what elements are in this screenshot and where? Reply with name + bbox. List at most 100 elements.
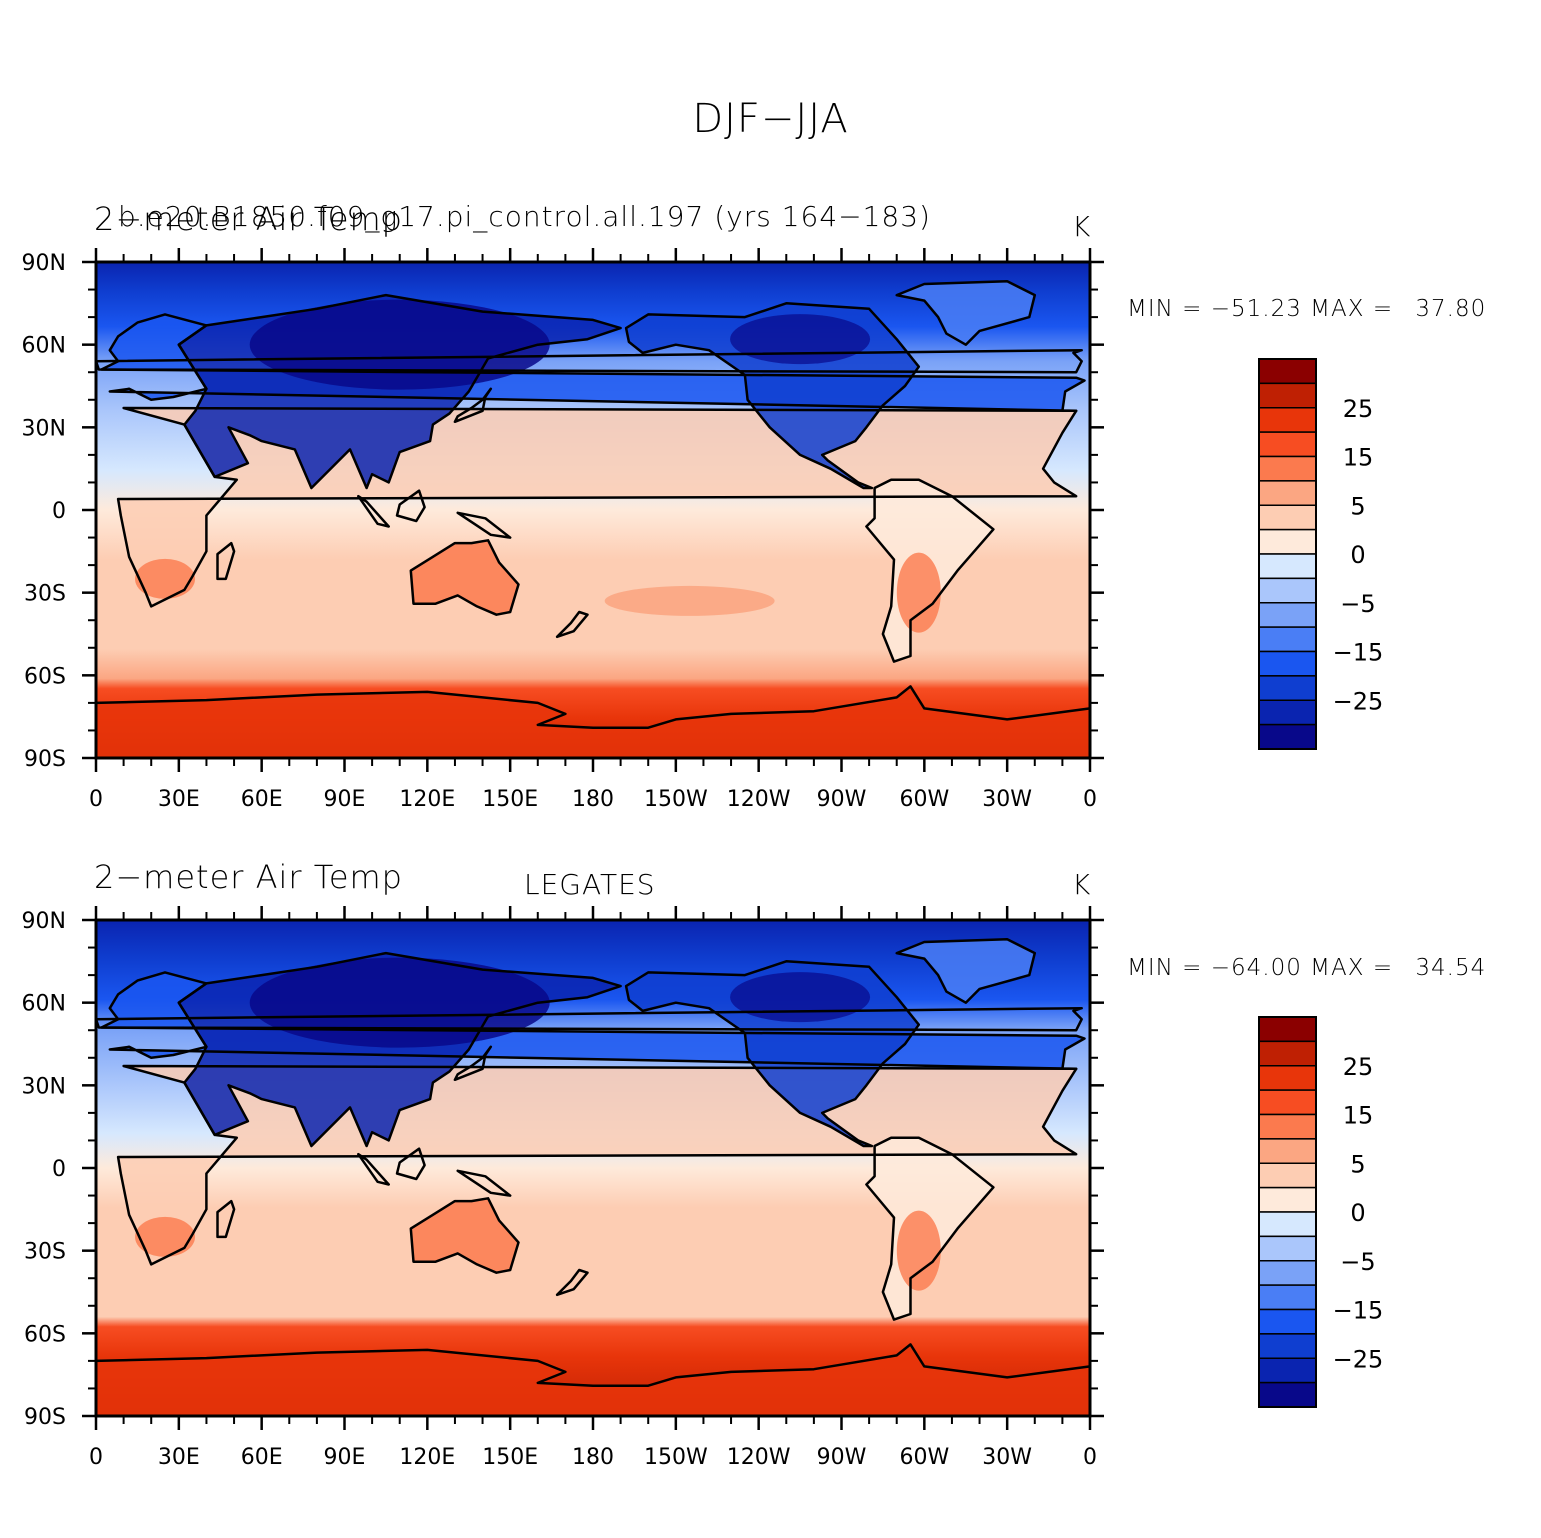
lat-tick-label: 0 [52,499,66,524]
lon-tick-label: 30W [982,1445,1032,1470]
cold-core-siberia [249,957,550,1048]
panel2-min-value: −64.00 [1210,955,1302,981]
colorbar-box [1258,1284,1317,1311]
panel2-min-label: MIN = [1127,955,1203,981]
panel2-left-title: 2−meter Air Temp [94,858,403,896]
colorbar-label: 0 [1350,541,1365,569]
coastline-madagascar [216,1199,236,1239]
colorbar-label: −5 [1340,590,1375,618]
lat-tick-label: 90N [22,909,66,934]
colorbar-label: −25 [1333,1345,1384,1373]
lon-tick-label: 0 [89,787,103,812]
coastline-sumatra [357,1152,390,1186]
lon-tick-label: 30E [158,1445,200,1470]
lon-tick-label: 150E [482,1445,538,1470]
colorbar-box [1258,1162,1317,1189]
colorbar-label: −25 [1333,687,1384,715]
colorbar-box [1258,675,1317,701]
panel1-left-title: 2−meter Air Temp [94,200,403,238]
coastline-newzealand [555,610,589,639]
lat-tick-label: 60S [24,1322,66,1347]
colorbar-box [1258,1016,1317,1043]
panel1-center-title: b.e20.B1850.f09_g17.pi_control.all.197 (… [118,200,931,233]
coastline-sumatra [357,494,390,528]
coastline-madagascar [216,541,236,581]
colorbar-box [1258,480,1317,506]
coastline-australia [409,539,520,616]
lon-tick-label: 30W [982,787,1032,812]
colorbar-box [1258,1211,1317,1238]
land-fill-greenland [896,939,1035,1003]
panel1-minmax: MIN = −51.23 MAX = 37.80 [1127,296,1486,322]
lat-tick-label: 60S [24,664,66,689]
colorbar-box [1258,650,1317,677]
lat-tick-label: 30N [22,1074,66,1099]
lat-tick-label: 0 [52,1157,66,1182]
colorbar-box [1258,528,1317,555]
colorbar-box [1258,1138,1317,1164]
panel2-max-value: 34.54 [1415,955,1487,981]
lon-tick-label: 150E [482,787,538,812]
colorbar-box [1258,504,1317,531]
colorbar-box [1258,1357,1317,1384]
lon-tick-label: 0 [89,1445,103,1470]
colorbar-box [1258,455,1317,482]
colorbar-box [1258,1333,1317,1359]
coastline-newzealand [555,1268,589,1297]
coastline-antarctica [94,685,1092,760]
colorbar-label: 25 [1343,395,1374,423]
colorbar-box [1258,1308,1317,1335]
lon-tick-label: 90E [324,787,366,812]
panel1-max-label: MAX = [1310,296,1394,322]
warm-core-samerica [896,552,941,633]
lat-tick-label: 90N [22,251,66,276]
colorbar-box [1258,1186,1317,1213]
colorbar-label: −5 [1340,1248,1375,1276]
warm-patch-pacific [604,585,775,616]
lon-tick-label: 120E [399,787,455,812]
coastline-antarctica [94,1343,1092,1418]
coastline-africa [116,406,1078,608]
lat-tick-label: 90S [24,1405,66,1430]
colorbar-box [1258,1065,1317,1091]
colorbar-frame [1258,1016,1317,1408]
colorbar-label: 5 [1350,492,1365,520]
panel2-map: 0 30E 60E 90E 120E 150E 180 150W 120W 90W 60W 30W 09… [22,906,1384,1470]
lon-tick-label: 180 [572,787,614,812]
lon-tick-label: 90W [817,1445,867,1470]
colorbar-label: 5 [1350,1150,1365,1178]
colorbar-box [1258,382,1317,409]
coastline-africa [116,1064,1078,1266]
coastline-samerica [865,1136,995,1321]
coastline-britain [94,348,1083,374]
cold-core-siberia [249,299,550,390]
coastline-asia [177,951,622,1148]
panel2-max-label: MAX = [1310,955,1394,981]
lat-tick-label: 60N [22,334,66,359]
colorbar-box [1258,1089,1317,1116]
colorbar-label: 0 [1350,1199,1365,1227]
lat-tick-label: 90S [24,747,66,772]
colorbar-box [1258,553,1317,580]
coastline-newguinea [456,1169,512,1197]
panel1-map: 0 30E 60E 90E 120E 150E 180 150W 120W 90W 60W 30W 09… [22,248,1384,812]
lon-tick-label: 60W [899,1445,949,1470]
colorbar-label: −15 [1333,639,1384,667]
land-fill-antarctica [96,1344,1090,1416]
lon-tick-label: 60W [899,787,949,812]
panel1-min-label: MIN = [1127,296,1203,322]
colorbar-box [1258,1381,1317,1408]
colorbar-box [1258,358,1317,385]
lat-tick-label: 30S [24,1240,66,1265]
panel1-min-value: −51.23 [1210,296,1302,322]
land-fill-australia [410,540,519,615]
colorbar-frame [1258,358,1317,750]
coastline-japan [453,1045,493,1082]
colorbar-label: 15 [1343,1102,1374,1130]
warm-core-safrica [135,1216,196,1257]
colorbar-box [1258,626,1317,653]
coastline-borneo [395,1147,426,1181]
lon-tick-label: 60E [241,1445,283,1470]
colorbar-box [1258,1040,1317,1067]
